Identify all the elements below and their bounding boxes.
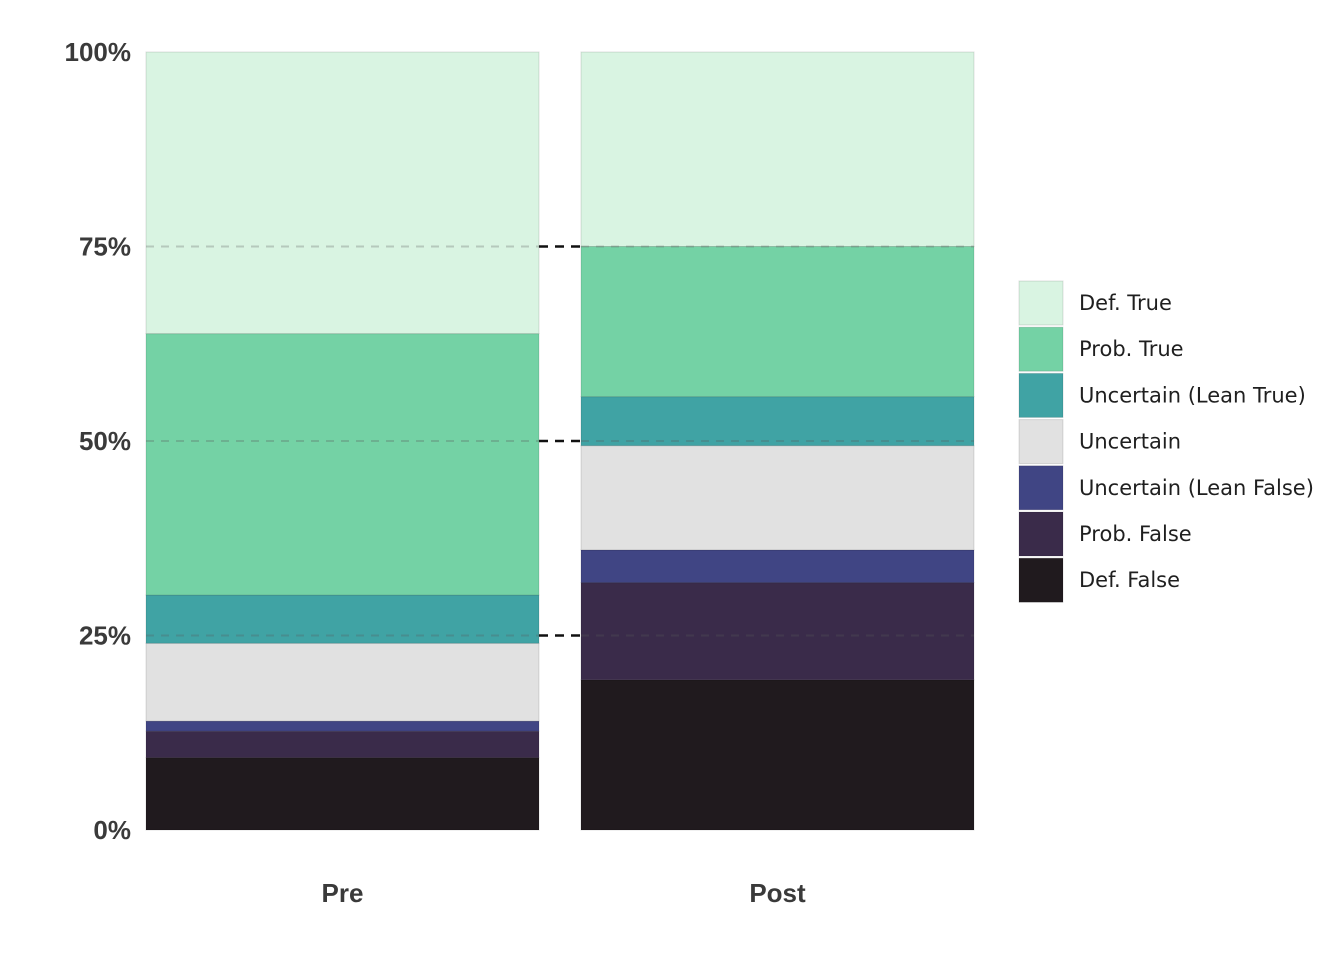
- legend-label-def-false: Def. False: [1079, 568, 1180, 592]
- x-category-label-pre: Pre: [322, 878, 364, 908]
- bar-segment-pre-uncertain-lean-true: [145, 594, 540, 644]
- legend-swatch-def-false: [1018, 557, 1064, 603]
- bar-segment-pre-uncertain-lean-false: [145, 720, 540, 732]
- bar-segment-pre-uncertain: [145, 642, 540, 722]
- bar-segment-post-prob-false: [580, 582, 975, 681]
- bar-segment-post-def-false: [580, 679, 975, 831]
- y-tick-label: 25%: [79, 621, 131, 651]
- bar-segment-post-def-true: [580, 51, 975, 247]
- legend-swatch-prob-false: [1018, 511, 1064, 557]
- legend-label-prob-false: Prob. False: [1079, 522, 1192, 546]
- x-category-label-post: Post: [749, 878, 806, 908]
- y-tick-label: 50%: [79, 426, 131, 456]
- legend-label-def-true: Def. True: [1079, 291, 1172, 315]
- y-tick-label: 0%: [93, 815, 131, 845]
- legend-swatch-uncertain-lean-false: [1018, 465, 1064, 511]
- legend-swatch-prob-true: [1018, 326, 1064, 372]
- legend-label-prob-true: Prob. True: [1079, 337, 1184, 361]
- y-tick-label: 75%: [79, 232, 131, 262]
- bar-segment-post-uncertain: [580, 445, 975, 551]
- bar-segment-pre-def-true: [145, 51, 540, 335]
- y-tick-label: 100%: [65, 37, 132, 67]
- legend-swatch-def-true: [1018, 280, 1064, 326]
- bar-segment-pre-def-false: [145, 757, 540, 831]
- bar-segment-pre-prob-false: [145, 730, 540, 759]
- legend-label-uncertain-lean-true: Uncertain (Lean True): [1079, 383, 1306, 407]
- legend-label-uncertain: Uncertain: [1079, 430, 1181, 454]
- bar-segment-post-uncertain-lean-false: [580, 549, 975, 584]
- legend-label-uncertain-lean-false: Uncertain (Lean False): [1079, 476, 1314, 500]
- bar-segment-post-prob-true: [580, 246, 975, 398]
- legend-swatch-uncertain: [1018, 419, 1064, 465]
- bar-segment-pre-prob-true: [145, 333, 540, 596]
- legend-swatch-uncertain-lean-true: [1018, 372, 1064, 418]
- bar-segment-post-uncertain-lean-true: [580, 396, 975, 447]
